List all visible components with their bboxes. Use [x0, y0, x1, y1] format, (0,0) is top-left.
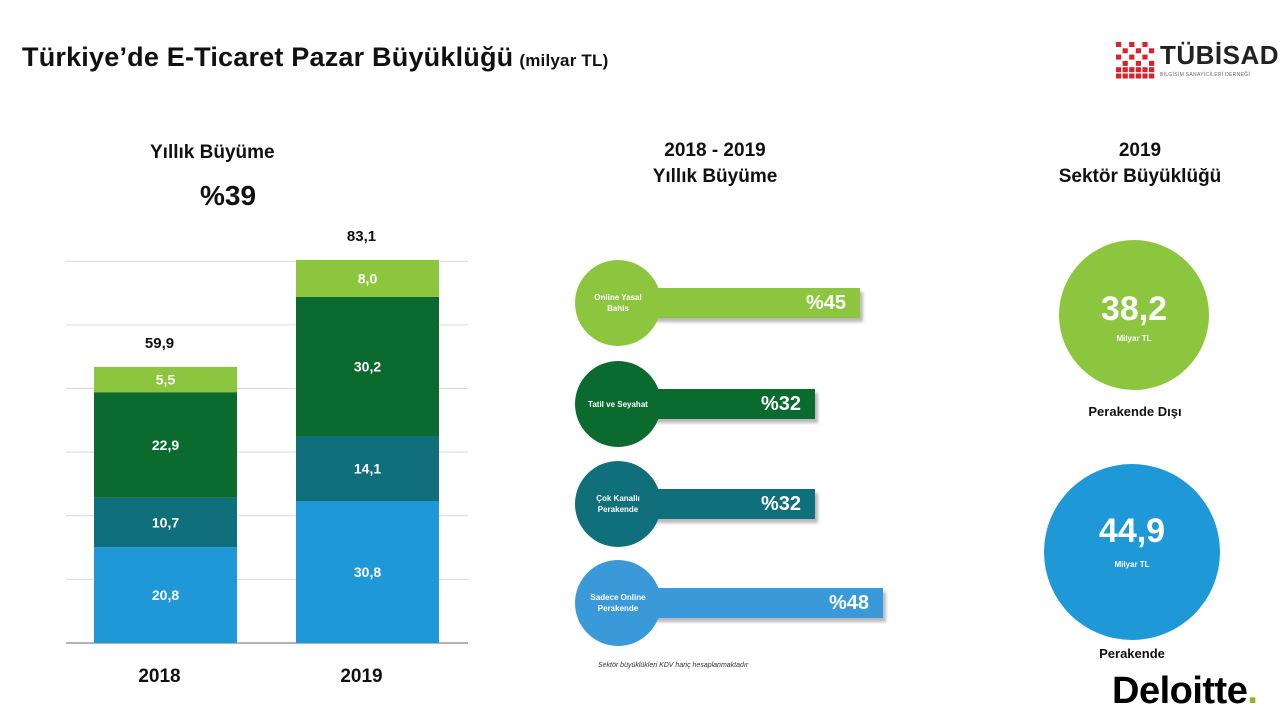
- logo-cell: [1149, 73, 1155, 79]
- x-tick-label-2019: 2019: [340, 666, 382, 687]
- bar-label-2018-online-betting: 5,5: [156, 372, 176, 388]
- logo-cell: [1142, 54, 1148, 60]
- sector-unit-non-retail: Milyar TL: [1116, 334, 1152, 343]
- right-heading-line1: 2019: [1118, 140, 1162, 161]
- logo-cell: [1116, 54, 1122, 60]
- sector-circle-retail: 44,9 Milyar TL: [1044, 464, 1220, 640]
- right-heading-line2: Sektör Büyüklüğü: [1058, 166, 1222, 187]
- growth-value-travel: %32: [760, 392, 801, 415]
- bar-2019-omnichannel-retail: [296, 436, 439, 502]
- sector-value-non-retail: 38,2: [1100, 290, 1168, 328]
- logo-cell: [1129, 42, 1135, 47]
- middle-heading-line2: Yıllık Büyüme: [652, 166, 778, 187]
- logo-cell: [1135, 48, 1141, 54]
- sector-label-retail: Perakende: [1099, 646, 1165, 661]
- logo-cell: [1116, 67, 1122, 73]
- middle-heading-line1: 2018 - 2019: [664, 140, 766, 161]
- page-title: Türkiye’de E-Ticaret Pazar Büyüklüğü (mil…: [22, 42, 608, 73]
- tubisad-logo-text: TÜBİSAD: [1160, 40, 1280, 70]
- sector-circle-non-retail: 38,2 Milyar TL: [1059, 240, 1209, 390]
- logo-cell: [1116, 42, 1122, 47]
- sector-unit-retail: Milyar TL: [1114, 560, 1150, 569]
- sector-value-retail: 44,9: [1098, 512, 1166, 550]
- tubisad-logo-subtitle: BİLGİSİM SANAYİCİLERİ DERNEĞİ: [1160, 72, 1251, 78]
- deloitte-logo: Deloitte.: [1112, 670, 1258, 713]
- logo-cell: [1142, 42, 1148, 47]
- page-title-text: Türkiye’de E-Ticaret Pazar Büyüklüğü: [22, 42, 514, 72]
- logo-cell: [1135, 73, 1141, 79]
- deloitte-logo-text: Deloitte: [1112, 670, 1248, 712]
- tubisad-logo-mark-icon: [1116, 42, 1155, 79]
- bar-total-2018: 59,9: [145, 335, 174, 352]
- growth-badge-travel: Tatil ve Seyahat: [575, 361, 661, 447]
- logo-cell: [1122, 60, 1128, 66]
- x-tick-label-2018: 2018: [138, 666, 180, 687]
- bar-2019-online-only-retail: [296, 501, 439, 643]
- logo-cell: [1116, 73, 1122, 79]
- growth-value-omnichannel: %32: [760, 492, 801, 515]
- logo-cell: [1122, 67, 1128, 73]
- annual-growth-value: %39: [200, 180, 257, 211]
- logo-cell: [1149, 60, 1155, 66]
- bar-2018-online-betting: [94, 366, 237, 393]
- sector-label-non-retail: Perakende Dışı: [1088, 404, 1182, 419]
- growth-value-online-betting: %45: [805, 291, 846, 314]
- footnote: Sektör büyüklükleri KDV hariç hesaplanma…: [598, 662, 749, 669]
- bar-label-2018-travel: 22,9: [152, 437, 179, 453]
- growth-badge-online-betting: Online Yasal Bahis: [575, 260, 661, 346]
- logo-cell: [1129, 54, 1135, 60]
- bar-2018-omnichannel-retail: [94, 497, 237, 548]
- tubisad-logo: TÜBİSAD BİLGİSİM SANAYİCİLERİ DERNEĞİ: [1116, 40, 1280, 86]
- bar-2018-online-only-retail: [94, 547, 237, 643]
- logo-cell: [1149, 48, 1155, 54]
- bar-label-2019-online-only-retail: 30,8: [354, 564, 381, 580]
- logo-cell: [1135, 60, 1141, 66]
- logo-cell: [1122, 73, 1128, 79]
- deloitte-logo-dot: .: [1247, 670, 1258, 712]
- logo-cell: [1122, 48, 1128, 54]
- logo-cell: [1129, 67, 1135, 73]
- logo-cell: [1142, 67, 1148, 73]
- bar-2019-travel: [296, 296, 439, 437]
- bar-label-2019-online-betting: 8,0: [358, 270, 378, 286]
- logo-cell: [1149, 67, 1155, 73]
- growth-value-online-only: %48: [828, 591, 869, 614]
- middle-heading: 2018 - 2019 Yıllık Büyüme: [630, 138, 800, 190]
- growth-badge-online-only: Sadece Online Perakende: [575, 560, 661, 646]
- bar-2018-travel: [94, 392, 237, 498]
- logo-cell: [1135, 67, 1141, 73]
- logo-cell: [1129, 73, 1135, 79]
- bar-total-2019: 83,1: [347, 228, 376, 245]
- logo-cell: [1142, 73, 1148, 79]
- title-unit: (milyar TL): [519, 51, 609, 70]
- stacked-bar-chart: 20,8 10,7 22,9 5,5 59,9 2018 30,8 14,1 30,2 8,0 83…: [66, 228, 468, 687]
- growth-badge-omnichannel: Çok Kanallı Perakende: [575, 461, 661, 547]
- right-heading: 2019 Sektör Büyüklüğü: [1040, 138, 1240, 190]
- bar-2019-online-betting: [296, 259, 439, 297]
- left-heading: Yıllık Büyüme: [150, 142, 275, 163]
- bar-label-2018-online-only-retail: 20,8: [152, 587, 179, 603]
- bar-label-2019-omnichannel-retail: 14,1: [354, 461, 381, 477]
- bar-label-2019-travel: 30,2: [354, 358, 381, 374]
- bar-label-2018-omnichannel-retail: 10,7: [152, 514, 179, 530]
